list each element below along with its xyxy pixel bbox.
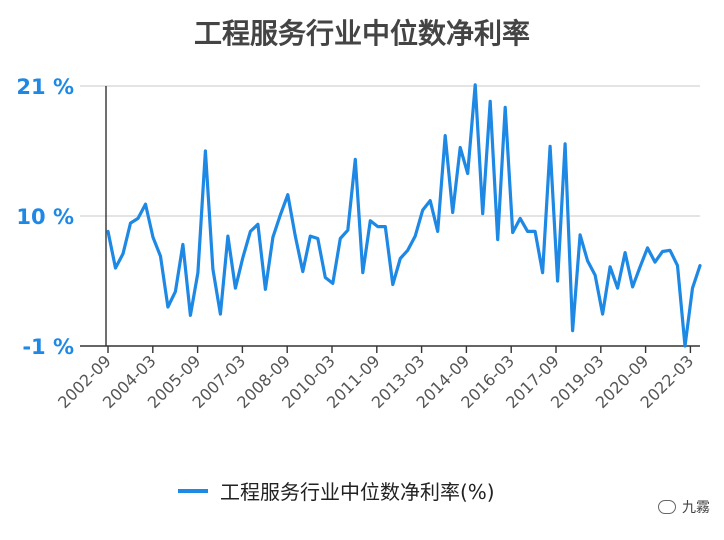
chart-title: 工程服务行业中位数净利率 <box>193 17 530 50</box>
series-lines <box>106 83 702 348</box>
watermark-text: 九霧 <box>682 500 710 516</box>
y-tick-label: -1 % <box>22 335 74 359</box>
y-tick-label: 10 % <box>16 205 74 229</box>
chat-bubble-icon <box>658 500 676 514</box>
x-tick-labels: 2002-092004-032005-092007-032008-092010-… <box>54 351 697 412</box>
y-tick-label: 21 % <box>16 75 74 99</box>
legend-label: 工程服务行业中位数净利率(%) <box>220 480 495 504</box>
watermark: 九霧 <box>658 497 710 517</box>
y-tick-labels: 21 % 10 % -1 % <box>16 75 74 359</box>
legend: 工程服务行业中位数净利率(%) <box>178 476 495 505</box>
series-line <box>106 83 702 348</box>
gridlines <box>80 85 700 217</box>
axes <box>80 86 700 353</box>
legend-swatch <box>178 488 208 493</box>
